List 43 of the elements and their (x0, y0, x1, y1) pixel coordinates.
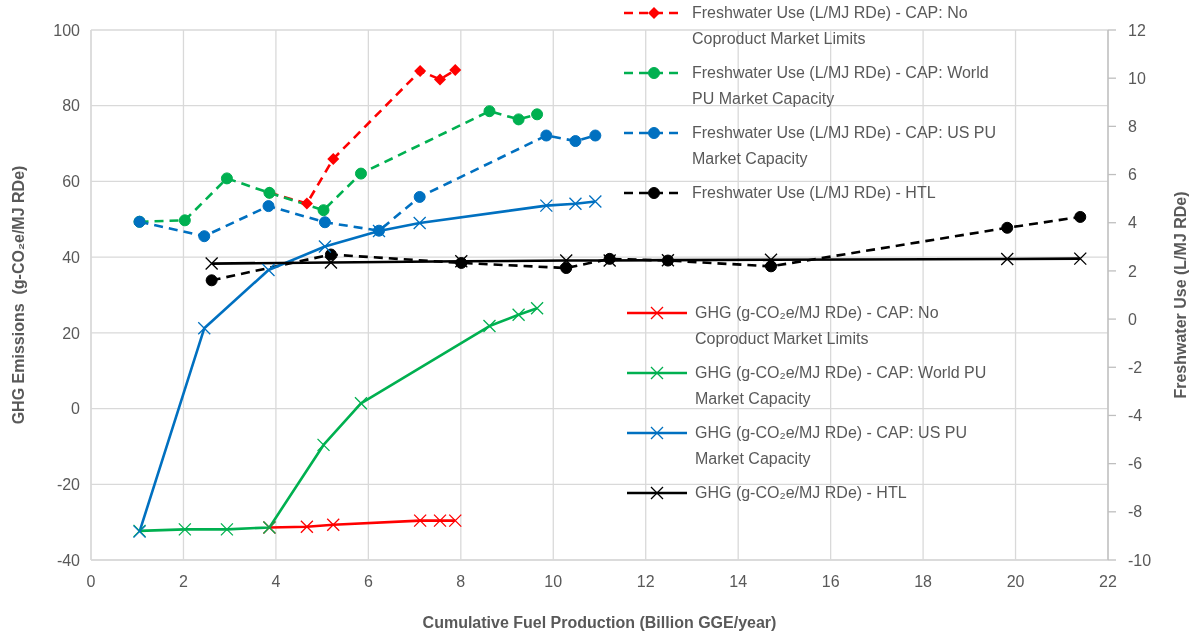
legend-label: GHG (g-CO₂e/MJ RDe) - CAP: World PU Market Capacity (695, 363, 988, 409)
x-tick-label: 6 (363, 573, 373, 591)
x-tick-label: 18 (914, 573, 933, 591)
y2-tick-label: 10 (1128, 69, 1146, 87)
legend-label: Freshwater Use (L/MJ RDe) - HTL (692, 183, 937, 203)
y-tick-label: 40 (62, 248, 81, 266)
y2-tick-label: -4 (1128, 407, 1143, 425)
legend-label: Freshwater Use (L/MJ RDe) - CAP: No Coproduct Market Limits (692, 3, 969, 49)
y2-tick-label: 4 (1128, 214, 1137, 232)
x-tick-label: 14 (729, 573, 748, 591)
legend-label: GHG (g-CO₂e/MJ RDe) - HTL (695, 483, 908, 503)
legend-label: GHG (g-CO₂e/MJ RDe) - CAP: No Coproduct Market Limits (695, 303, 940, 349)
y2-tick-label: -10 (1128, 551, 1152, 569)
y-tick-label: 100 (53, 21, 81, 39)
y2-tick-label: 8 (1128, 118, 1137, 136)
x-tick-label: 22 (1099, 573, 1117, 591)
y-tick-label: 80 (62, 97, 81, 115)
x-axis-title: Cumulative Fuel Production (Billion GGE/year) (422, 614, 777, 631)
y2-tick-label: -6 (1128, 455, 1143, 473)
x-tick-label: 20 (1006, 573, 1025, 591)
legend-label: GHG (g-CO₂e/MJ RDe) - CAP: US PU Market Capacity (695, 423, 968, 469)
x-tick-label: 10 (544, 573, 563, 591)
y-axis-title: GHG Emissions (g-CO₂e/MJ RDe) (9, 165, 27, 425)
x-tick-label: 8 (456, 573, 466, 591)
y2-axis-title: Freshwater Use (L/MJ RDe) (1171, 191, 1189, 399)
legend-label: Freshwater Use (L/MJ RDe) - CAP: World PU Market Capacity (692, 63, 990, 109)
y2-tick-label: -2 (1128, 358, 1143, 376)
legend-label: Freshwater Use (L/MJ RDe) - CAP: US PU Market Capacity (692, 123, 998, 169)
x-tick-label: 0 (86, 573, 96, 591)
x-tick-label: 2 (179, 573, 188, 591)
y2-tick-label: 2 (1128, 262, 1137, 280)
y2-tick-label: 0 (1128, 310, 1137, 328)
y-tick-label: -20 (56, 475, 81, 493)
y2-tick-label: 12 (1128, 21, 1146, 39)
x-tick-label: 4 (271, 573, 281, 591)
x-tick-label: 16 (821, 573, 840, 591)
y-tick-label: -40 (56, 551, 81, 569)
y-tick-label: 20 (62, 324, 81, 342)
y-tick-label: 60 (62, 173, 81, 191)
y2-tick-label: 6 (1128, 166, 1137, 184)
x-tick-label: 12 (636, 573, 655, 591)
y-tick-label: 0 (71, 400, 81, 418)
y2-tick-label: -8 (1128, 503, 1143, 521)
